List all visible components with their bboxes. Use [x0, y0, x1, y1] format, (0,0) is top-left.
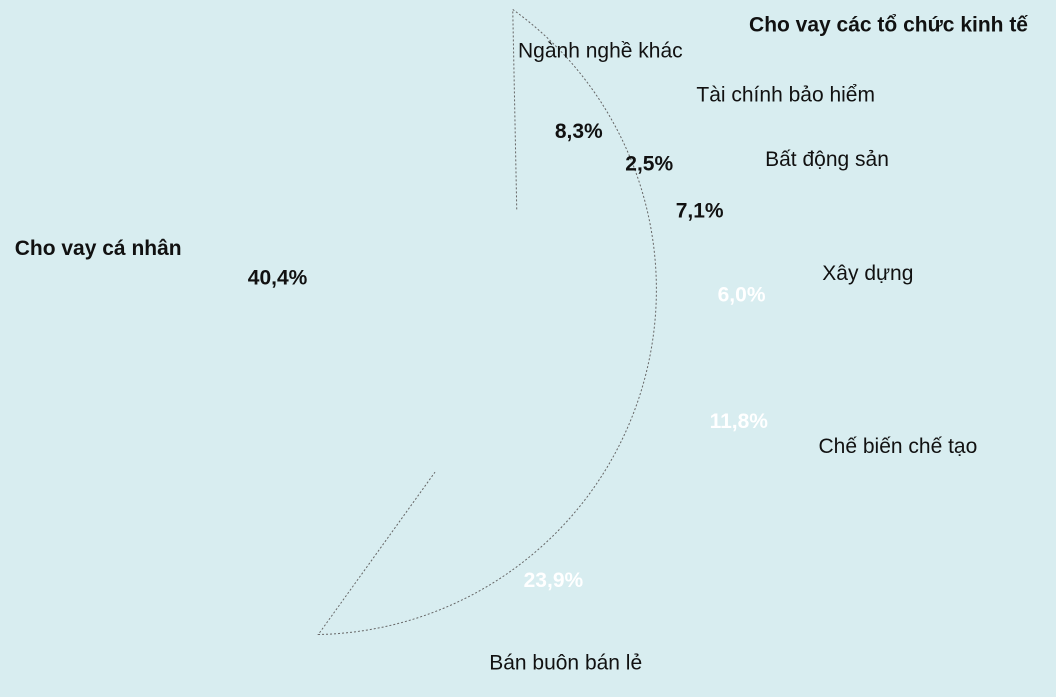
value-label: 2,5% — [625, 153, 673, 176]
chart-title: Cho vay các tổ chức kinh tế — [749, 14, 1028, 37]
category-label: Bất động sản — [765, 148, 889, 171]
category-label: Ngành nghề khác — [518, 40, 683, 63]
value-label: 7,1% — [676, 200, 724, 223]
category-label: Xây dựng — [822, 262, 913, 285]
value-label: 6,0% — [718, 283, 766, 306]
value-label: 23,9% — [524, 569, 584, 592]
value-label: 8,3% — [555, 120, 603, 143]
category-label: Cho vay cá nhân — [15, 237, 182, 260]
category-label: Tài chính bảo hiểm — [696, 84, 875, 107]
category-label: Chế biến chế tạo — [819, 435, 978, 458]
value-label: 40,4% — [248, 267, 308, 290]
value-label: 11,8% — [710, 410, 769, 433]
category-label: Bán buôn bán lẻ — [489, 652, 642, 675]
